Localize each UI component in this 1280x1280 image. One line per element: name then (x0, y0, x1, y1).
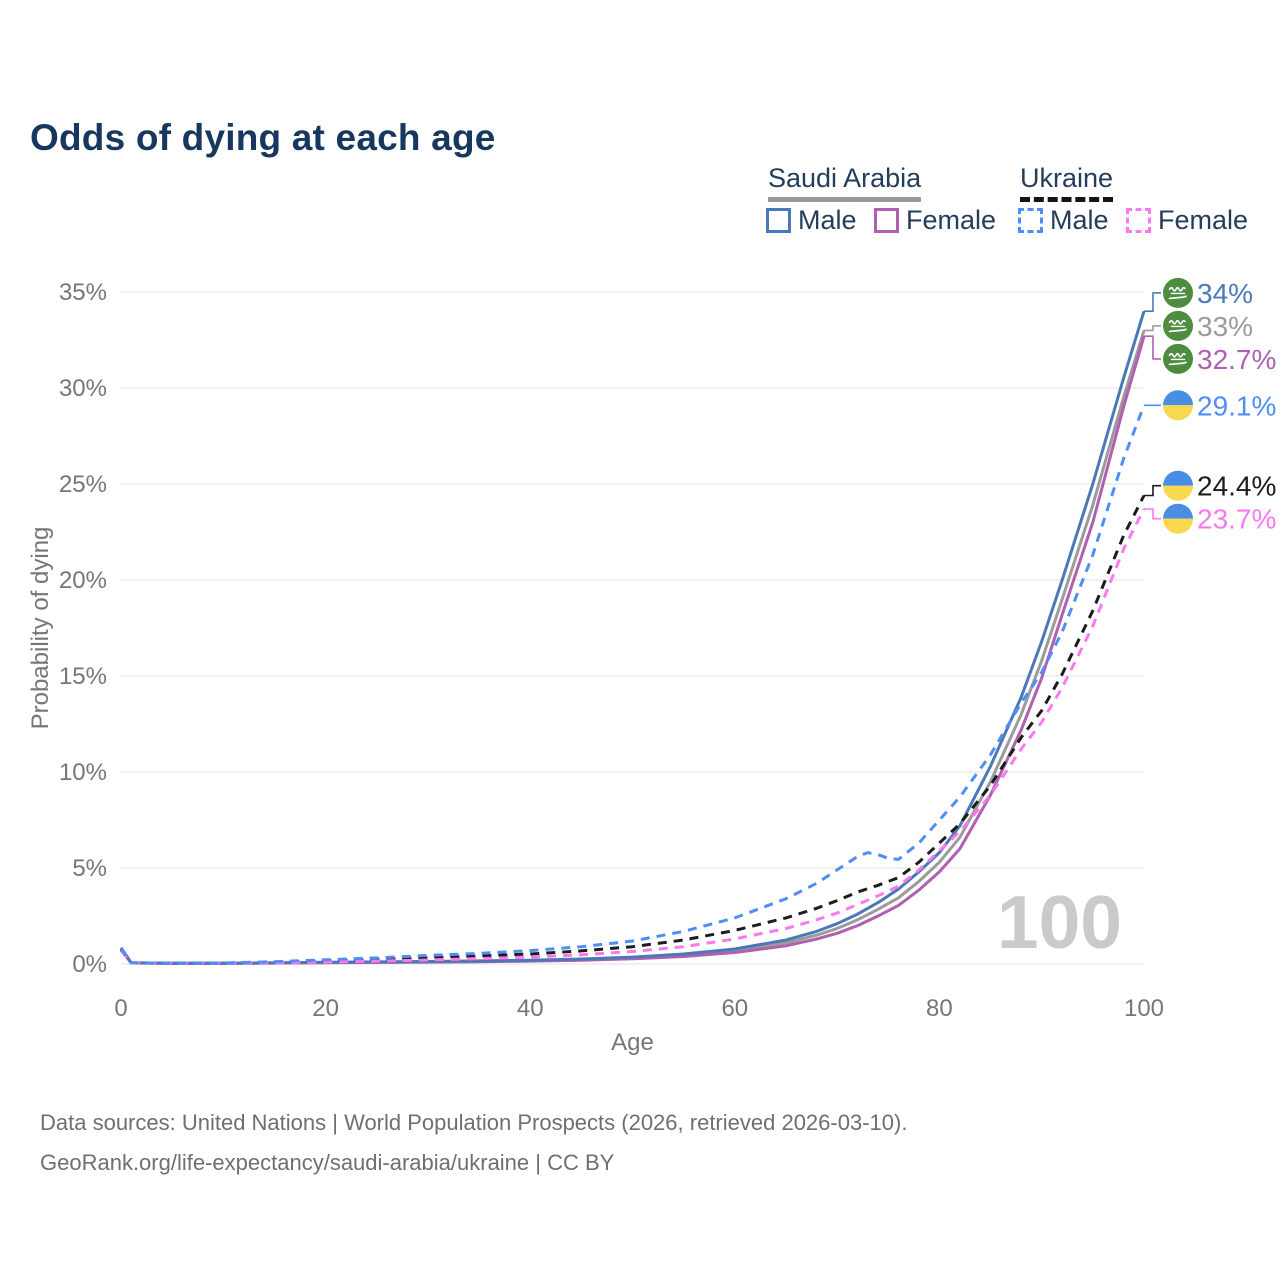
x-tick-label: 0 (114, 995, 127, 1022)
saudi-arabia-flag-icon (1163, 343, 1193, 374)
y-tick-label: 30% (59, 375, 107, 402)
end-label-saudi-arabia-male: 34% (1197, 278, 1253, 309)
series-line-saudi-arabia-male[interactable] (119, 310, 1146, 965)
end-label-saudi-arabia-all: 33% (1197, 311, 1253, 342)
legend-label: Female (1158, 205, 1249, 235)
legend-item-ukraine-female[interactable]: Female (1126, 205, 1248, 236)
legend-item-saudi-female[interactable]: Female (874, 205, 996, 236)
x-tick-label: 40 (517, 995, 544, 1022)
end-label-leader-ukraine-all (1144, 484, 1161, 497)
y-tick-label: 15% (59, 663, 107, 690)
legend-label: Male (798, 205, 857, 235)
data-source-note: Data sources: United Nations | World Pop… (40, 1110, 908, 1135)
x-tick-label: 100 (1124, 995, 1164, 1022)
legend-label: Female (906, 205, 997, 235)
x-tick-label: 80 (926, 995, 953, 1022)
end-label-ukraine-female: 23.7% (1197, 504, 1276, 535)
y-tick-label: 35% (59, 279, 107, 306)
saudi-arabia-flag-icon (1163, 310, 1193, 341)
y-axis-title: Probability of dying (27, 527, 54, 730)
x-axis-title: Age (611, 1029, 654, 1056)
ukraine-flag-icon (1163, 390, 1193, 421)
legend-swatch-ukraine-female-icon (1126, 208, 1151, 233)
legend-label: Male (1050, 205, 1109, 235)
legend-group-ukraine: Ukraine (1020, 163, 1114, 202)
chart-title: Odds of dying at each age (30, 116, 496, 158)
y-tick-label: 25% (59, 471, 107, 498)
end-label-leader-saudi-arabia-male (1144, 292, 1161, 312)
y-tick-label: 5% (72, 855, 107, 882)
line-chart[interactable]: 0% 5% 10% 15% 20% 25% 30% 35% 0 20 40 60 80 100 Age Pro… (0, 0, 1280, 1080)
series-line-ukraine-female[interactable] (119, 508, 1146, 965)
series-line-ukraine-all[interactable] (119, 494, 1146, 965)
attribution-note: GeoRank.org/life-expectancy/saudi-arabia… (40, 1150, 615, 1175)
end-label-leader-ukraine-female (1144, 508, 1161, 520)
x-tick-label: 20 (312, 995, 339, 1022)
ukraine-flag-icon (1163, 503, 1193, 534)
end-label-saudi-arabia-female: 32.7% (1197, 344, 1276, 375)
legend-swatch-saudi-male-icon (766, 208, 791, 233)
x-tick-label: 60 (721, 995, 748, 1022)
legend-item-ukraine-male[interactable]: Male (1018, 205, 1109, 236)
end-label-ukraine-male: 29.1% (1197, 390, 1276, 421)
end-label-ukraine-all: 24.4% (1197, 471, 1276, 502)
end-label-leader-saudi-arabia-female (1144, 335, 1161, 360)
legend-item-saudi-male[interactable]: Male (766, 205, 857, 236)
series-line-ukraine-male[interactable] (119, 404, 1146, 965)
y-tick-label: 20% (59, 567, 107, 594)
series-line-saudi-arabia-female[interactable] (119, 335, 1146, 965)
y-tick-label: 10% (59, 759, 107, 786)
ukraine-flag-icon (1163, 470, 1193, 501)
end-label-leader-saudi-arabia-all (1144, 325, 1161, 332)
y-tick-label: 0% (72, 951, 107, 978)
legend-swatch-ukraine-male-icon (1018, 208, 1043, 233)
legend-group-saudi-arabia: Saudi Arabia (768, 163, 922, 202)
watermark-age-100: 100 (997, 880, 1122, 964)
saudi-arabia-flag-icon (1163, 277, 1193, 308)
legend-swatch-saudi-female-icon (874, 208, 899, 233)
